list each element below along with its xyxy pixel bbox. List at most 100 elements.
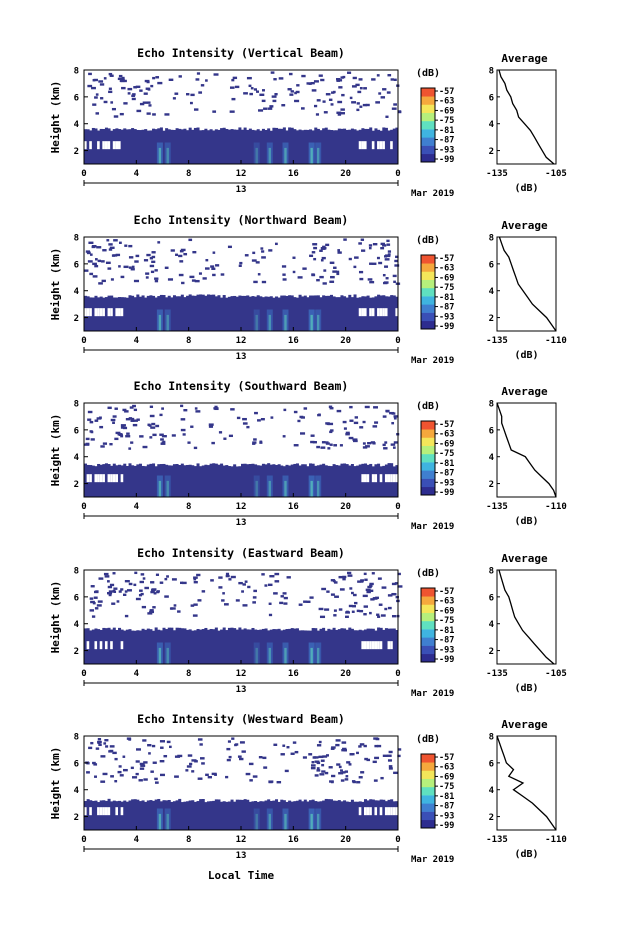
heatmap-cell [113, 587, 118, 590]
heatmap-cell [179, 260, 184, 263]
heatmap-cell [288, 127, 292, 164]
average-frame [496, 735, 557, 831]
heatmap-cell [336, 111, 342, 114]
heatmap-cell [222, 801, 226, 830]
heatmap-cell [348, 604, 353, 608]
heatmap-cell [363, 572, 367, 576]
average-profile-line [498, 569, 555, 665]
colorbar-segment [421, 445, 435, 455]
heatmap-cell [254, 464, 258, 497]
heatmap-gap [89, 308, 93, 317]
heatmap-cell [259, 629, 263, 664]
heatmap-cell [141, 465, 145, 497]
heatmap-cell [259, 801, 263, 830]
heatmap-cell [201, 799, 205, 830]
heatmap-cell [180, 129, 184, 164]
heatmap-gap [387, 807, 391, 816]
heatmap-cell [193, 108, 199, 111]
heatmap-cell [246, 799, 250, 830]
heatmap-cell [331, 91, 335, 94]
heatmap-cell [101, 279, 106, 283]
heatmap-cell [115, 801, 119, 830]
heatmap-cell [144, 466, 148, 497]
heatmap-cell [85, 437, 90, 441]
heatmap-cell [259, 440, 263, 443]
heatmap-cell [345, 433, 350, 436]
heatmap-cell [179, 250, 184, 253]
heatmap-cell [165, 128, 169, 164]
heatmap-cell [309, 254, 314, 258]
heatmap-cell [268, 249, 273, 252]
heatmap-cell [332, 464, 336, 497]
heatmap-cell [107, 267, 112, 270]
heatmap-cell [392, 801, 396, 830]
heatmap-cell [337, 629, 341, 664]
heatmap-cell [321, 763, 325, 767]
heatmap-cell [327, 465, 331, 497]
heatmap-cell [386, 254, 391, 258]
heatmap-cell [256, 90, 260, 93]
heatmap-cell [128, 738, 132, 741]
heatmap-cell [362, 446, 368, 449]
heatmap-cell [175, 800, 179, 830]
heatmap-cell [87, 410, 93, 414]
heatmap-cell [351, 591, 354, 595]
heatmap-cell [228, 755, 232, 759]
heatmap-cell [310, 440, 315, 444]
heatmap-cell [290, 801, 294, 830]
heatmap-cell [138, 130, 142, 164]
heatmap-gap [99, 807, 103, 816]
heatmap-streak [268, 813, 271, 830]
heatmap-cell [303, 407, 308, 410]
heatmap-cell [355, 83, 360, 87]
x-tick-label: 0 [81, 169, 86, 179]
heatmap-cell [301, 296, 305, 331]
heatmap-cell [363, 744, 367, 748]
heatmap-cell [303, 630, 307, 664]
heatmap-cell [148, 752, 151, 755]
heatmap-cell [388, 765, 393, 768]
heatmap-gap [107, 474, 111, 483]
heatmap-cell [242, 604, 248, 607]
heatmap-cell [173, 604, 177, 607]
beam-panel-4: Echo Intensity (Westward Beam)2468Height… [49, 712, 567, 865]
heatmap-cell [90, 438, 95, 441]
heatmap-cell [283, 602, 288, 605]
heatmap-cell [262, 756, 267, 760]
heatmap-cell [161, 441, 165, 444]
heatmap-gap [115, 807, 119, 816]
average-y-tick-label: 2 [489, 480, 494, 490]
heatmap-cell [356, 130, 360, 164]
heatmap-cell [316, 465, 320, 497]
heatmap-cell [154, 799, 158, 830]
heatmap-cell [306, 129, 310, 164]
heatmap-cell [225, 801, 229, 830]
heatmap-cell [287, 88, 292, 91]
heatmap-cell [298, 294, 302, 331]
heatmap-cell [196, 628, 200, 664]
heatmap-cell [397, 748, 402, 751]
heatmap-cell [336, 79, 341, 82]
heatmap-cell [229, 110, 235, 113]
heatmap-cell [96, 246, 102, 249]
heatmap-cell [170, 801, 174, 830]
heatmap-cell [162, 295, 166, 331]
heatmap-cell [124, 579, 130, 583]
heatmap-cell [257, 419, 261, 422]
average-title: Average [501, 385, 548, 398]
heatmap-cell [149, 405, 154, 408]
colorbar-segment [421, 786, 435, 796]
heatmap-cell [223, 603, 229, 606]
heatmap-cell [290, 90, 294, 93]
heatmap-cell [331, 774, 336, 778]
heatmap-cell [99, 425, 104, 429]
heatmap-gap [395, 474, 399, 483]
heatmap-cell [332, 296, 336, 331]
heatmap-cell [347, 574, 353, 577]
heatmap-cell [380, 96, 386, 99]
heatmap-cell [127, 87, 133, 91]
heatmap-cell [267, 583, 273, 587]
heatmap-cell [346, 761, 351, 764]
heatmap-cell [89, 609, 95, 612]
heatmap-cell [146, 628, 150, 664]
